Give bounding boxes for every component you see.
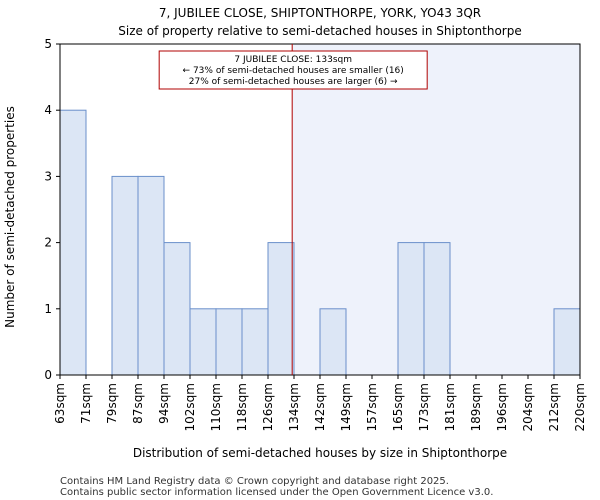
- x-tick-label: 110sqm: [209, 383, 223, 431]
- bar-94sqm: [163, 242, 191, 376]
- x-tick-label: 220sqm: [573, 383, 587, 431]
- y-tick-label: 0: [44, 368, 52, 382]
- x-tick-label: 157sqm: [365, 383, 379, 431]
- chart-title: 7, JUBILEE CLOSE, SHIPTONTHORPE, YORK, Y…: [159, 6, 481, 20]
- annotation-box: [158, 50, 428, 90]
- annotation-line-1: 7 JUBILEE CLOSE: 133sqm: [234, 55, 352, 65]
- bar-126sqm: [267, 242, 295, 376]
- x-tick-label: 212sqm: [547, 383, 561, 431]
- bar-173sqm: [423, 242, 451, 376]
- y-tick-label: 4: [44, 103, 52, 117]
- annotation-line-3: 27% of semi-detached houses are larger (…: [189, 77, 398, 87]
- bar-79sqm: [111, 175, 139, 376]
- bar-110sqm: [215, 308, 243, 376]
- x-tick-label: 189sqm: [469, 383, 483, 431]
- bar-102sqm: [189, 308, 217, 376]
- x-tick-label: 173sqm: [417, 383, 431, 431]
- bar-142sqm: [319, 308, 347, 376]
- bar-165sqm: [397, 242, 425, 376]
- x-tick-label: 134sqm: [287, 383, 301, 431]
- x-tick-label: 118sqm: [235, 383, 249, 431]
- x-tick-label: 165sqm: [391, 383, 405, 431]
- bar-212sqm: [553, 308, 581, 376]
- x-tick-label: 126sqm: [261, 383, 275, 431]
- footer-line-2: Contains public sector information licen…: [60, 487, 493, 498]
- x-tick-label: 204sqm: [521, 383, 535, 431]
- x-tick-label: 79sqm: [105, 383, 119, 424]
- x-axis-label: Distribution of semi-detached houses by …: [133, 446, 507, 460]
- footer-line-1: Contains HM Land Registry data © Crown c…: [60, 476, 449, 487]
- y-tick-label: 3: [44, 169, 52, 183]
- x-tick-label: 181sqm: [443, 383, 457, 431]
- y-tick-label: 2: [44, 236, 52, 250]
- chart-subtitle: Size of property relative to semi-detach…: [118, 24, 521, 38]
- plot-area: 0 1 2 3 4 5 63sqm 71sqm 79sqm 87sqm 94sqm 102sqm 110…: [44, 37, 587, 431]
- annotation-line-2: ← 73% of semi-detached houses are smalle…: [183, 66, 404, 76]
- y-axis-label: Number of semi-detached properties: [3, 106, 17, 328]
- x-tick-label: 87sqm: [131, 383, 145, 424]
- x-tick-label: 196sqm: [495, 383, 509, 431]
- bar-118sqm: [241, 308, 269, 376]
- bar-87sqm: [137, 175, 165, 376]
- y-tick-label: 1: [44, 302, 52, 316]
- x-tick-label: 63sqm: [53, 383, 67, 424]
- bar-63sqm: [59, 109, 87, 376]
- x-tick-label: 102sqm: [183, 383, 197, 431]
- x-tick-label: 71sqm: [79, 383, 93, 424]
- x-tick-label: 142sqm: [313, 383, 327, 431]
- x-tick-label: 94sqm: [157, 383, 171, 424]
- x-tick-label: 149sqm: [339, 383, 353, 431]
- y-tick-label: 5: [44, 37, 52, 51]
